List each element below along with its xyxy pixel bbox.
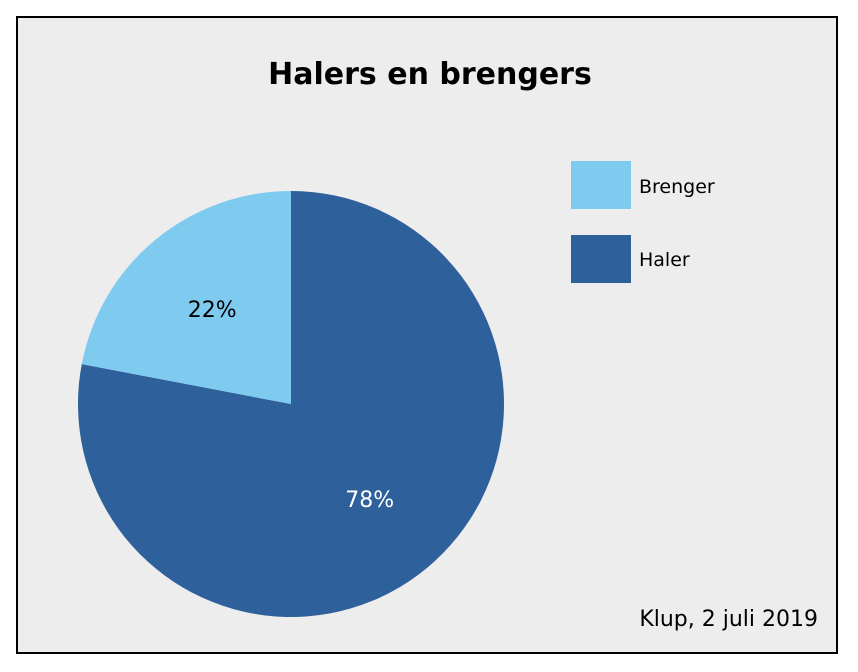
pie-slices	[77, 191, 505, 617]
chart-title: Halers en brengers	[268, 57, 592, 92]
legend-label-haler: Haler	[639, 249, 690, 271]
legend-label-brenger: Brenger	[639, 176, 715, 198]
pie-slice-labels: 78% 22%	[188, 298, 394, 513]
pie-slice-brenger	[81, 191, 291, 404]
chart-source: Klup, 2 juli 2019	[639, 607, 818, 632]
legend-swatch-brenger	[571, 161, 631, 209]
legend-swatch-haler	[571, 235, 631, 283]
pie-slice-label-brenger: 22%	[188, 298, 237, 323]
chart-legend: Brenger Haler	[571, 161, 715, 283]
pie-slice-label-haler: 78%	[345, 488, 394, 513]
